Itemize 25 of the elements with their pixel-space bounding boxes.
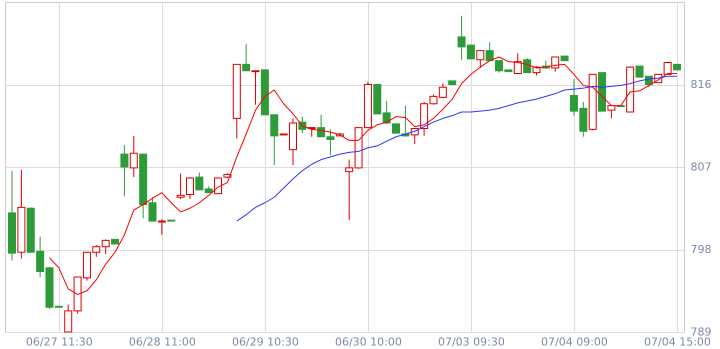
candlestick — [551, 56, 560, 72]
candlestick — [214, 178, 222, 194]
candlestick — [130, 135, 138, 178]
candlestick — [514, 52, 522, 74]
x-tick-label: 06/27 11:30 — [26, 336, 93, 348]
candlestick — [158, 218, 166, 236]
x-tick-label: 06/28 11:00 — [128, 336, 196, 348]
candlestick — [476, 50, 484, 68]
y-tick-label: 816 — [690, 78, 712, 91]
y-tick-label: 807 — [690, 160, 712, 174]
x-tick-label: 06/30 10:00 — [334, 336, 402, 348]
candlestick — [242, 44, 250, 72]
candlestick — [176, 172, 185, 200]
candlestick — [607, 105, 616, 119]
x-tick-label: 06/29 10:30 — [232, 336, 299, 348]
candlestick — [120, 144, 128, 197]
candlestick — [392, 123, 400, 134]
x-tick-label: 07/04 09:00 — [541, 336, 608, 348]
x-tick-label: 07/04 15:00 — [644, 336, 711, 348]
y-tick-label: 798 — [690, 243, 712, 256]
candlestick — [186, 176, 194, 200]
x-tick-label: 07/03 09:30 — [438, 336, 505, 348]
line-series — [236, 76, 678, 222]
y-tick-label: 789 — [690, 326, 712, 338]
candlestick — [523, 57, 532, 74]
